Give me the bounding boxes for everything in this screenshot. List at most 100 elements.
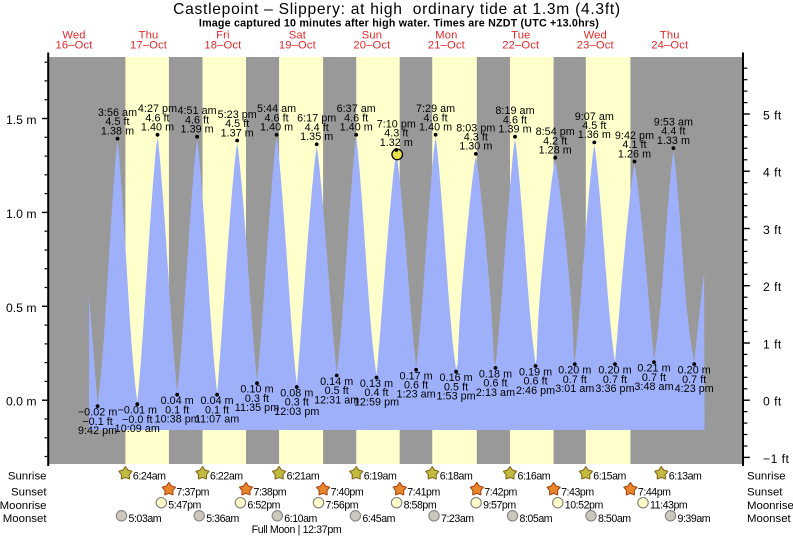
svg-text:1.26 m: 1.26 m	[618, 148, 651, 160]
svg-text:−1 ft: −1 ft	[763, 452, 789, 466]
svg-text:7:56pm: 7:56pm	[326, 500, 359, 512]
svg-text:0.10 m: 0.10 m	[240, 384, 273, 396]
svg-text:0.04 m: 0.04 m	[201, 395, 234, 407]
svg-text:Castlepoint – Slippery: at hig: Castlepoint – Slippery: at high ordinary…	[173, 1, 621, 18]
svg-text:1.36 m: 1.36 m	[578, 129, 611, 141]
svg-text:4.6 ft: 4.6 ft	[185, 114, 209, 126]
svg-text:Thu: Thu	[139, 30, 159, 42]
svg-text:2 ft: 2 ft	[763, 280, 782, 294]
svg-text:6:13am: 6:13am	[669, 470, 702, 482]
svg-text:4 ft: 4 ft	[763, 166, 782, 180]
svg-text:6:17 pm: 6:17 pm	[297, 113, 336, 125]
svg-text:Sunrise: Sunrise	[8, 471, 47, 483]
svg-text:3:56 am: 3:56 am	[98, 107, 137, 119]
svg-text:10:38 pm: 10:38 pm	[155, 414, 200, 426]
svg-text:1.40 m: 1.40 m	[340, 122, 373, 134]
svg-text:0.3 ft: 0.3 ft	[245, 393, 269, 405]
svg-text:Sun: Sun	[362, 30, 382, 42]
svg-text:6:21am: 6:21am	[287, 470, 320, 482]
svg-text:4.3 ft: 4.3 ft	[464, 132, 488, 144]
svg-text:9:39am: 9:39am	[678, 513, 711, 525]
svg-text:0.21 m: 0.21 m	[637, 363, 670, 375]
svg-text:16–Oct: 16–Oct	[56, 40, 94, 52]
svg-text:7:38pm: 7:38pm	[254, 486, 287, 498]
svg-text:1.0 m: 1.0 m	[6, 207, 36, 221]
svg-text:0.08 m: 0.08 m	[280, 388, 313, 400]
svg-text:4.6 ft: 4.6 ft	[264, 112, 288, 124]
svg-text:4.6 ft: 4.6 ft	[344, 112, 368, 124]
svg-text:0.7 ft: 0.7 ft	[603, 374, 627, 386]
svg-text:−0.02 m: −0.02 m	[78, 407, 118, 419]
svg-text:4.6 ft: 4.6 ft	[423, 112, 447, 124]
svg-text:1.39 m: 1.39 m	[181, 124, 214, 136]
svg-text:0.20 m: 0.20 m	[598, 365, 631, 377]
svg-text:3 ft: 3 ft	[763, 223, 782, 237]
svg-text:Fri: Fri	[216, 30, 230, 42]
svg-text:0.1 ft: 0.1 ft	[205, 404, 229, 416]
svg-text:0.5 ft: 0.5 ft	[325, 385, 349, 397]
svg-text:1.30 m: 1.30 m	[459, 141, 492, 153]
svg-text:0.4 ft: 0.4 ft	[364, 387, 388, 399]
svg-text:7:42pm: 7:42pm	[484, 486, 517, 498]
svg-text:Thu: Thu	[660, 30, 680, 42]
svg-text:7:37pm: 7:37pm	[176, 486, 209, 498]
svg-text:1.35 m: 1.35 m	[300, 131, 333, 143]
svg-text:−0.0 ft: −0.0 ft	[122, 414, 153, 426]
svg-text:5:23 pm: 5:23 pm	[218, 109, 257, 121]
svg-text:12:03 pm: 12:03 pm	[274, 406, 319, 418]
svg-text:0.6 ft: 0.6 ft	[483, 378, 507, 390]
svg-text:7:10 pm: 7:10 pm	[377, 118, 416, 130]
svg-text:6:52pm: 6:52pm	[247, 500, 280, 512]
svg-text:0.16 m: 0.16 m	[440, 372, 473, 384]
svg-text:1.40 m: 1.40 m	[260, 122, 293, 134]
svg-text:2:13 am: 2:13 am	[476, 387, 515, 399]
svg-text:9:53 am: 9:53 am	[654, 117, 693, 129]
svg-text:3:36 pm: 3:36 pm	[595, 383, 634, 395]
svg-text:7:41pm: 7:41pm	[407, 486, 440, 498]
svg-text:6:15am: 6:15am	[593, 470, 626, 482]
svg-text:1:53 pm: 1:53 pm	[436, 391, 475, 403]
svg-text:6:37 am: 6:37 am	[337, 103, 376, 115]
svg-text:22–Oct: 22–Oct	[502, 40, 540, 52]
svg-text:9:42 pm: 9:42 pm	[615, 130, 654, 142]
svg-text:17–Oct: 17–Oct	[130, 40, 168, 52]
svg-text:9:07 am: 9:07 am	[575, 111, 614, 123]
svg-text:Sunrise: Sunrise	[747, 471, 786, 483]
svg-text:8:03 pm: 8:03 pm	[456, 122, 495, 134]
svg-text:4.3 ft: 4.3 ft	[384, 128, 408, 140]
svg-text:0 ft: 0 ft	[763, 395, 782, 409]
svg-text:19–Oct: 19–Oct	[279, 40, 317, 52]
svg-text:Moonrise: Moonrise	[0, 500, 47, 512]
svg-text:21–Oct: 21–Oct	[428, 40, 466, 52]
svg-text:1.38 m: 1.38 m	[101, 125, 134, 137]
svg-text:Full Moon | 12:37pm: Full Moon | 12:37pm	[252, 524, 342, 536]
svg-text:Sunset: Sunset	[747, 487, 783, 499]
svg-text:7:40pm: 7:40pm	[331, 486, 364, 498]
svg-text:11:35 pm: 11:35 pm	[235, 402, 279, 414]
svg-text:0.04 m: 0.04 m	[161, 395, 194, 407]
svg-text:11:07 am: 11:07 am	[195, 414, 239, 426]
svg-text:3:48 am: 3:48 am	[634, 381, 673, 393]
svg-text:4:23 pm: 4:23 pm	[675, 383, 714, 395]
svg-text:Image captured 10 minutes afte: Image captured 10 minutes after high wat…	[199, 17, 599, 29]
svg-text:6:10am: 6:10am	[284, 513, 317, 525]
svg-text:0.0 m: 0.0 m	[6, 395, 36, 409]
svg-text:4:51 am: 4:51 am	[177, 105, 216, 117]
svg-text:5:36am: 5:36am	[206, 513, 239, 525]
svg-text:Sat: Sat	[289, 30, 307, 42]
svg-text:0.1 ft: 0.1 ft	[165, 404, 189, 416]
svg-text:0.20 m: 0.20 m	[678, 365, 711, 377]
svg-text:0.7 ft: 0.7 ft	[682, 374, 706, 386]
svg-text:Mon: Mon	[435, 30, 457, 42]
svg-text:6:19am: 6:19am	[364, 470, 397, 482]
svg-text:10:09 am: 10:09 am	[115, 423, 160, 435]
svg-text:0.13 m: 0.13 m	[360, 378, 393, 390]
svg-text:Wed: Wed	[584, 30, 607, 42]
svg-text:5:03am: 5:03am	[129, 513, 162, 525]
svg-text:4.6 ft: 4.6 ft	[503, 114, 527, 126]
svg-text:6:16am: 6:16am	[518, 470, 551, 482]
svg-text:0.20 m: 0.20 m	[558, 365, 591, 377]
svg-text:1.28 m: 1.28 m	[539, 145, 572, 157]
svg-text:4.5 ft: 4.5 ft	[105, 116, 129, 128]
svg-text:Sunset: Sunset	[11, 487, 47, 499]
